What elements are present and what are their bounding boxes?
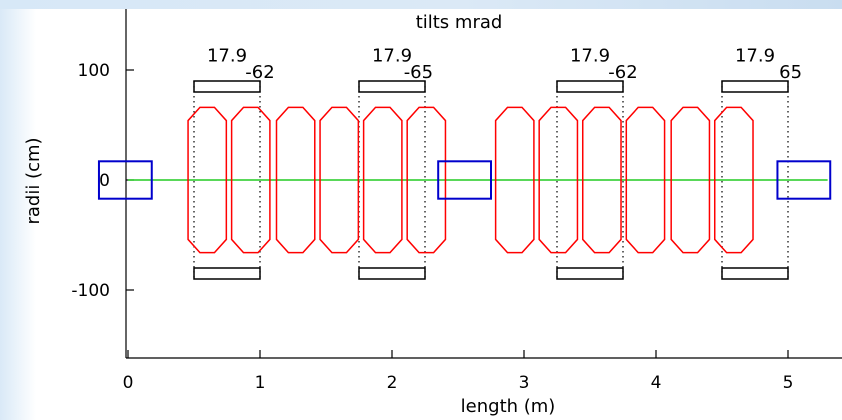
x-tick-label: 4 bbox=[651, 373, 662, 393]
x-tick-label: 3 bbox=[519, 373, 530, 393]
magnet-octagon bbox=[494, 106, 535, 254]
magnet-octagon bbox=[670, 106, 711, 254]
annotation-label: -62 bbox=[608, 62, 637, 83]
top-band bbox=[0, 0, 842, 9]
y-tick-label: -100 bbox=[71, 281, 110, 301]
black-bar bbox=[358, 267, 426, 280]
x-tick-label: 5 bbox=[783, 373, 794, 393]
y-tick-label: 100 bbox=[78, 61, 110, 81]
magnet-octagon bbox=[538, 106, 579, 254]
black-bar bbox=[193, 267, 261, 280]
magnet-octagon bbox=[581, 106, 622, 254]
magnet-octagon bbox=[187, 106, 228, 254]
annotation-label: 65 bbox=[779, 62, 802, 83]
x-tick-label: 0 bbox=[123, 373, 134, 393]
magnet-octagon bbox=[713, 106, 754, 254]
annotation-label: 17.9 bbox=[735, 46, 775, 67]
black-bar bbox=[358, 80, 426, 93]
annotation-label: 17.9 bbox=[372, 46, 412, 67]
magnet-octagon bbox=[406, 106, 447, 254]
y-axis-label: radii (cm) bbox=[23, 137, 44, 224]
magnet-octagon bbox=[319, 106, 360, 254]
annotation-label: -65 bbox=[404, 62, 433, 83]
annotation-label: 17.9 bbox=[207, 46, 247, 67]
black-bar bbox=[556, 80, 624, 93]
black-bar bbox=[721, 80, 789, 93]
blue-box bbox=[437, 160, 493, 200]
x-tick-label: 2 bbox=[387, 373, 398, 393]
magnet-octagon bbox=[230, 106, 271, 254]
y-tick-label: 0 bbox=[99, 171, 110, 191]
black-bar bbox=[556, 267, 624, 280]
blue-box bbox=[97, 160, 153, 200]
blue-box bbox=[776, 160, 832, 200]
x-tick-label: 1 bbox=[255, 373, 266, 393]
chart-title: tilts mrad bbox=[416, 12, 503, 33]
magnet-octagon bbox=[625, 106, 666, 254]
x-axis-label: length (m) bbox=[461, 396, 556, 417]
magnet-octagon bbox=[275, 106, 316, 254]
black-bar bbox=[721, 267, 789, 280]
black-bar bbox=[193, 80, 261, 93]
annotation-label: -62 bbox=[245, 62, 274, 83]
annotation-label: 17.9 bbox=[570, 46, 610, 67]
magnet-octagon bbox=[362, 106, 403, 254]
